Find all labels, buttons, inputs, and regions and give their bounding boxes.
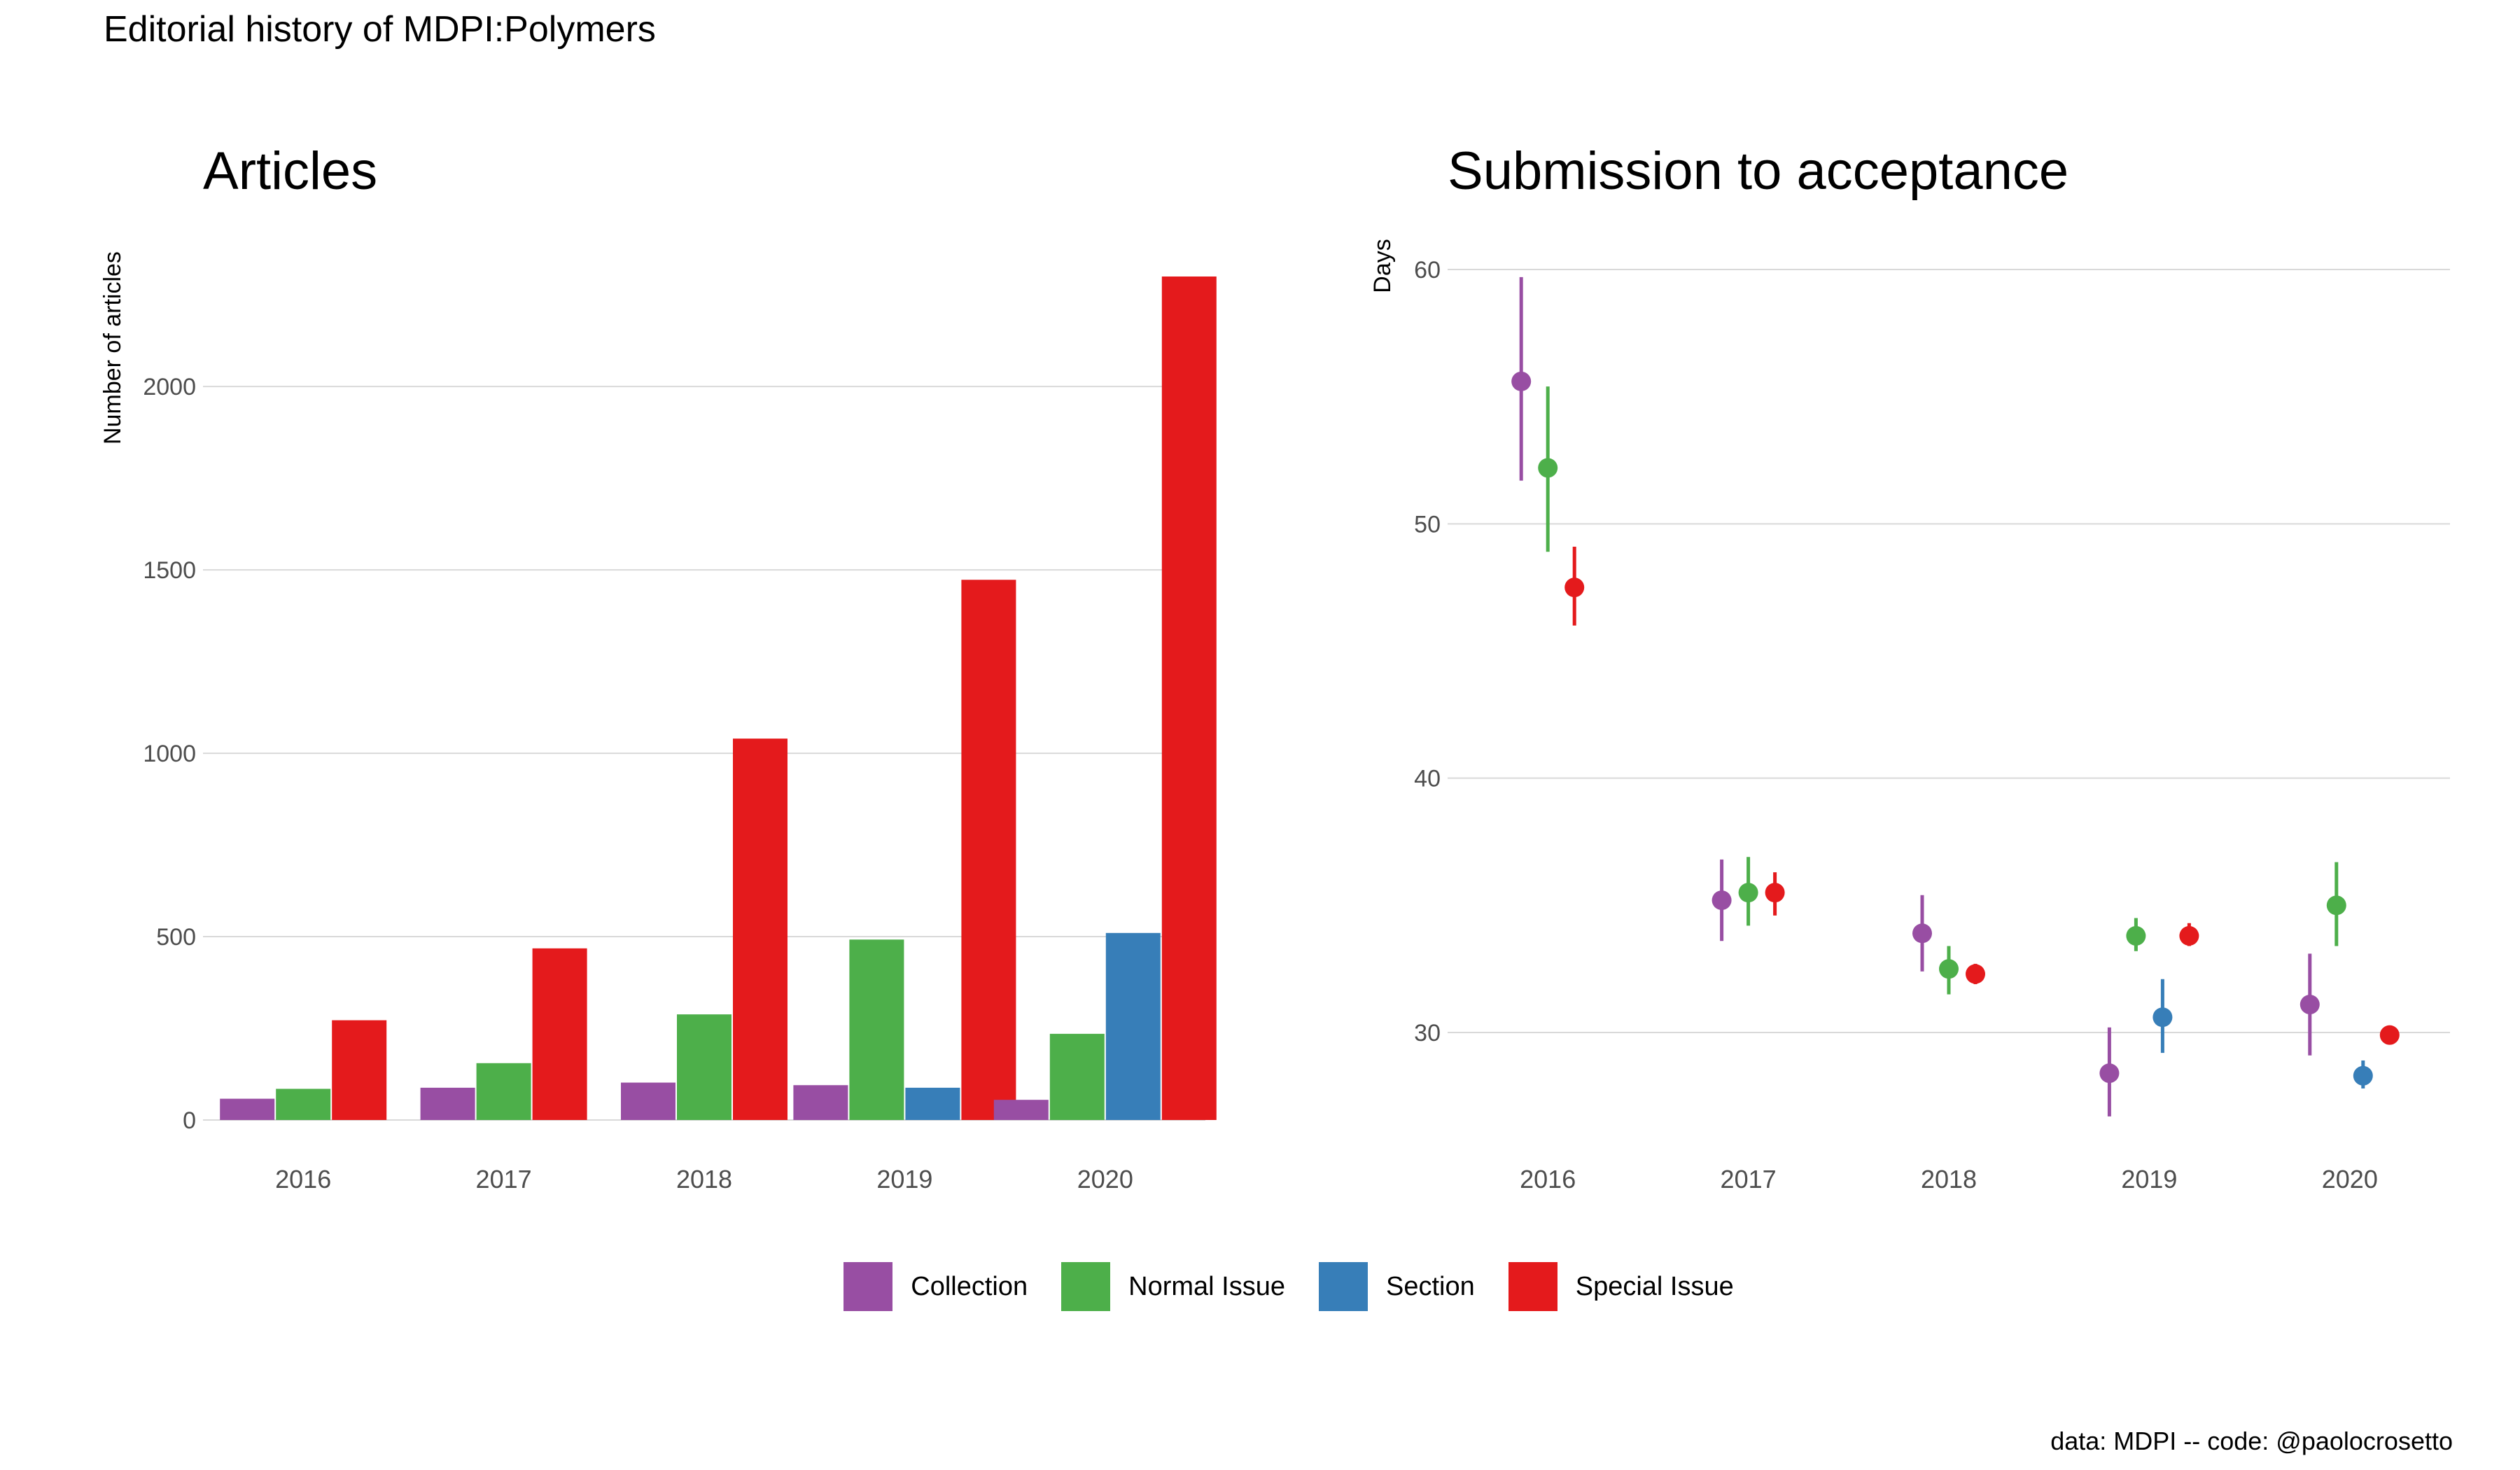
- bar-special-issue-2018: [733, 738, 788, 1120]
- bar-collection-2020: [993, 1100, 1049, 1120]
- point-normal-issue-2019: [2126, 925, 2146, 946]
- point-section-2019: [2152, 1007, 2173, 1028]
- left-y-tick-label: 1500: [143, 557, 196, 584]
- point-special-issue-2019: [2179, 925, 2199, 946]
- right-y-tick-label: 30: [1414, 1020, 1441, 1046]
- legend-item-section: Section: [1318, 1262, 1475, 1311]
- legend-item-collection: Collection: [844, 1262, 1028, 1311]
- left-x-tick-label: 2020: [1077, 1165, 1133, 1194]
- bar-special-issue-2017: [532, 948, 587, 1120]
- right-y-tick-label: 50: [1414, 511, 1441, 538]
- right-y-tick-label: 60: [1414, 257, 1441, 284]
- bar-collection-2018: [621, 1082, 676, 1120]
- left-x-tick-label: 2018: [676, 1165, 732, 1194]
- left-x-tick-label: 2017: [476, 1165, 532, 1194]
- point-collection-2017: [1712, 890, 1732, 911]
- legend-label-collection: Collection: [911, 1271, 1028, 1301]
- legend: Collection Normal Issue Section Special …: [0, 1262, 2520, 1311]
- bar-normal-issue-2017: [476, 1063, 531, 1120]
- caption: data: MDPI -- code: @paolocrosetto: [2050, 1427, 2453, 1455]
- legend-key-normal-issue: [1061, 1262, 1111, 1311]
- point-collection-2019: [2099, 1063, 2120, 1084]
- page-title: Editorial history of MDPI:Polymers: [104, 9, 656, 50]
- left-y-tick-label: 2000: [143, 374, 196, 400]
- legend-label-section: Section: [1385, 1271, 1475, 1301]
- right-y-tick-label: 40: [1414, 766, 1441, 792]
- left-y-tick-label: 0: [183, 1107, 196, 1134]
- right-x-tick-label: 2020: [2322, 1165, 2378, 1194]
- point-normal-issue-2018: [1939, 959, 1959, 979]
- point-collection-2020: [2300, 995, 2320, 1015]
- left-x-tick-label: 2019: [876, 1165, 932, 1194]
- bar-special-issue-2019: [961, 580, 1016, 1120]
- bar-collection-2019: [793, 1085, 848, 1120]
- point-section-2020: [2353, 1065, 2373, 1086]
- bar-normal-issue-2018: [677, 1014, 732, 1120]
- bar-normal-issue-2020: [1049, 1033, 1105, 1120]
- bar-normal-issue-2019: [849, 939, 904, 1120]
- bar-normal-issue-2016: [276, 1088, 331, 1120]
- bar-section-2020: [1105, 932, 1161, 1120]
- bar-collection-2017: [420, 1087, 475, 1120]
- point-collection-2016: [1511, 371, 1532, 391]
- legend-item-special-issue: Special Issue: [1508, 1262, 1734, 1311]
- point-special-issue-2016: [1564, 578, 1585, 598]
- right-x-tick-label: 2019: [2121, 1165, 2177, 1194]
- legend-key-special-issue: [1508, 1262, 1558, 1311]
- bar-special-issue-2020: [1161, 276, 1217, 1120]
- left-y-tick-label: 1000: [143, 741, 196, 767]
- left-y-axis-label: Number of articles: [99, 251, 126, 444]
- right-x-tick-label: 2018: [1921, 1165, 1977, 1194]
- point-special-issue-2020: [2379, 1025, 2400, 1045]
- point-normal-issue-2017: [1738, 883, 1758, 903]
- point-normal-issue-2016: [1538, 458, 1558, 478]
- legend-item-normal-issue: Normal Issue: [1061, 1262, 1285, 1311]
- right-x-tick-label: 2016: [1520, 1165, 1576, 1194]
- bar-section-2019: [905, 1087, 960, 1120]
- point-collection-2018: [1912, 923, 1932, 944]
- left-chart-title: Articles: [203, 141, 377, 201]
- legend-label-special-issue: Special Issue: [1575, 1271, 1734, 1301]
- point-special-issue-2018: [1966, 964, 1985, 984]
- bar-special-issue-2016: [332, 1020, 387, 1120]
- left-x-tick-label: 2016: [275, 1165, 331, 1194]
- bar-collection-2016: [220, 1098, 275, 1120]
- right-chart-title: Submission to acceptance: [1448, 141, 2068, 201]
- left-y-tick-label: 500: [156, 924, 196, 951]
- right-y-axis-label: Days: [1369, 239, 1396, 293]
- right-x-tick-label: 2017: [1721, 1165, 1777, 1194]
- point-special-issue-2017: [1765, 883, 1785, 903]
- legend-label-normal-issue: Normal Issue: [1128, 1271, 1285, 1301]
- legend-key-collection: [844, 1262, 893, 1311]
- legend-key-section: [1318, 1262, 1368, 1311]
- point-normal-issue-2020: [2326, 895, 2346, 916]
